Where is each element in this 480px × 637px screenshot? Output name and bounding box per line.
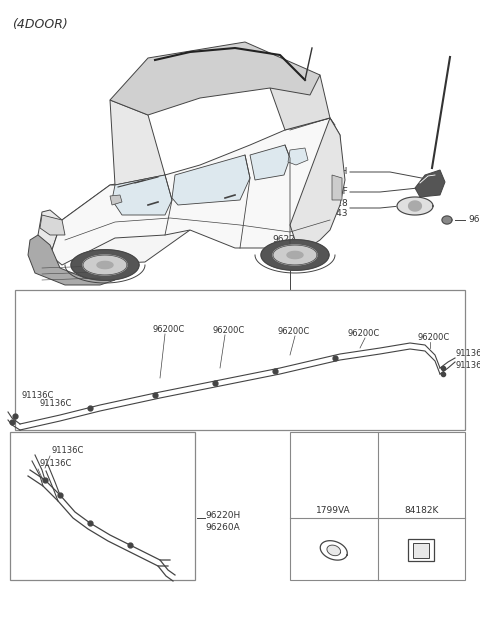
Text: 96200C: 96200C	[278, 327, 310, 336]
Text: 91136C: 91136C	[40, 399, 72, 408]
Text: 96220N: 96220N	[272, 235, 308, 244]
Polygon shape	[287, 252, 303, 259]
Polygon shape	[261, 240, 329, 270]
Polygon shape	[50, 118, 340, 265]
Polygon shape	[110, 100, 165, 185]
Polygon shape	[408, 201, 421, 211]
Text: 96200C: 96200C	[418, 333, 450, 342]
Bar	[413, 543, 429, 557]
Polygon shape	[40, 215, 65, 235]
Text: 56518: 56518	[319, 199, 348, 208]
Polygon shape	[273, 245, 317, 265]
Polygon shape	[28, 235, 115, 285]
Polygon shape	[83, 255, 127, 275]
Text: 96200C: 96200C	[348, 329, 380, 338]
Polygon shape	[110, 42, 320, 115]
Polygon shape	[288, 148, 308, 165]
Text: 96210F: 96210F	[314, 187, 348, 196]
Polygon shape	[250, 145, 290, 180]
Text: 91136C: 91136C	[455, 350, 480, 359]
Polygon shape	[38, 210, 62, 250]
Bar	[10, 432, 195, 580]
Polygon shape	[327, 545, 340, 555]
Text: (4DOOR): (4DOOR)	[12, 18, 68, 31]
Polygon shape	[71, 250, 139, 280]
Text: 96210H: 96210H	[312, 168, 348, 176]
Bar	[15, 290, 465, 430]
Polygon shape	[172, 155, 250, 205]
Polygon shape	[332, 175, 342, 200]
Text: 96200C: 96200C	[213, 326, 245, 335]
Text: 96443: 96443	[320, 210, 348, 218]
Text: 96200C: 96200C	[153, 325, 185, 334]
Polygon shape	[397, 197, 433, 215]
Text: 96227A: 96227A	[468, 215, 480, 224]
Bar	[290, 432, 465, 580]
Text: 91136C: 91136C	[52, 446, 84, 455]
Polygon shape	[52, 175, 190, 265]
Text: 96260A: 96260A	[205, 522, 240, 531]
Polygon shape	[320, 541, 347, 560]
Text: 91136C: 91136C	[40, 459, 72, 468]
Polygon shape	[442, 216, 452, 224]
Text: 1799VA: 1799VA	[316, 506, 351, 515]
Polygon shape	[270, 75, 330, 130]
Text: 91136C: 91136C	[455, 362, 480, 371]
Text: 84182K: 84182K	[404, 506, 438, 515]
Polygon shape	[112, 175, 172, 215]
Polygon shape	[415, 170, 445, 197]
Text: 91136C: 91136C	[22, 391, 54, 400]
Polygon shape	[97, 261, 113, 269]
Polygon shape	[110, 195, 122, 205]
Text: 96220H: 96220H	[205, 510, 240, 520]
Polygon shape	[290, 118, 345, 248]
Bar	[408, 540, 434, 561]
